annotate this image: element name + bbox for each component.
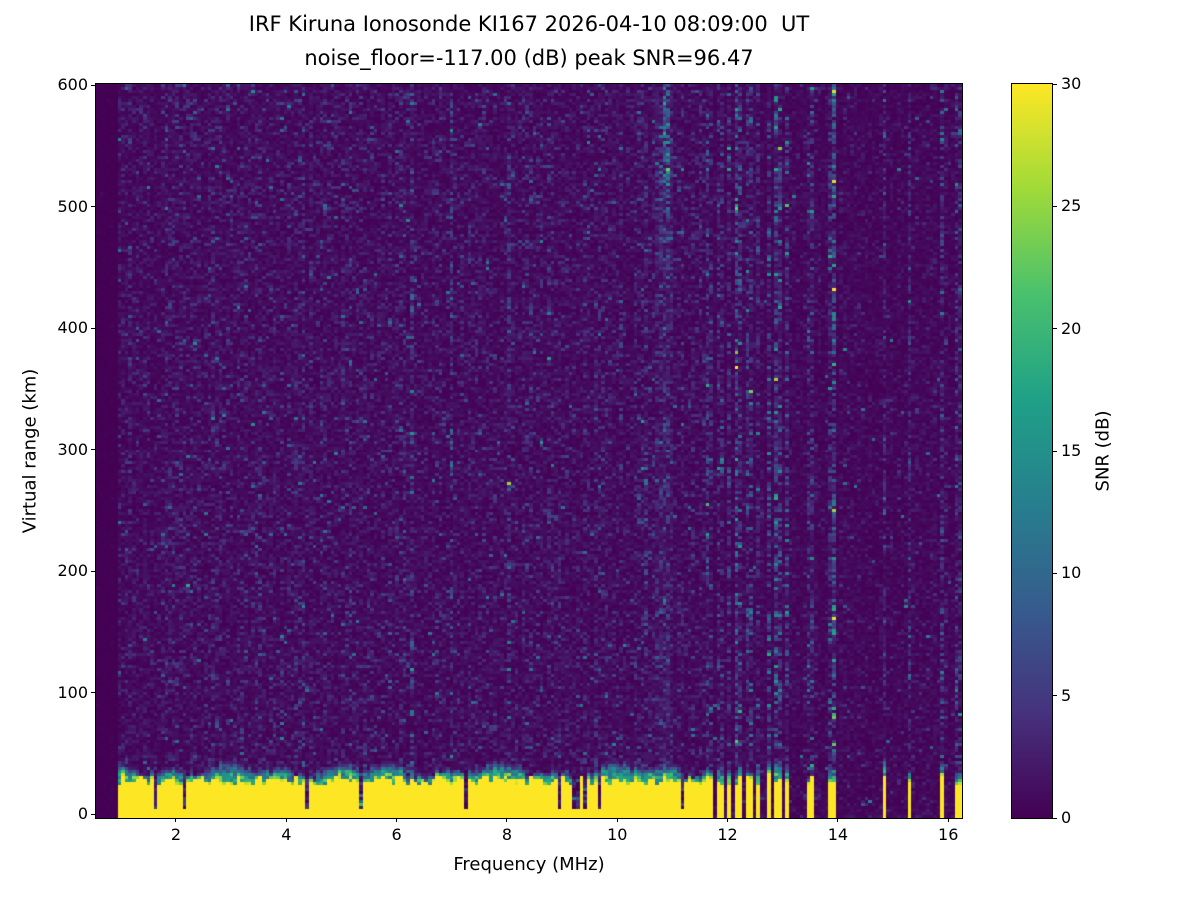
colorbar-tick-label: 20 xyxy=(1061,318,1082,338)
y-tick-label: 300 xyxy=(57,439,88,459)
x-tick-label: 2 xyxy=(170,825,182,844)
x-tick-mark xyxy=(285,818,287,822)
x-tick-label: 4 xyxy=(281,825,292,844)
colorbar-tick-label: 0 xyxy=(1061,808,1072,827)
x-tick-label: 10 xyxy=(607,825,628,844)
y-tick-label: 0 xyxy=(77,804,88,824)
x-tick-mark xyxy=(837,818,839,822)
ionogram-heatmap xyxy=(96,84,962,818)
colorbar xyxy=(1011,83,1053,819)
colorbar-tick-mark xyxy=(1053,83,1057,85)
plot-area xyxy=(95,83,963,819)
colorbar-tick-label: 10 xyxy=(1061,563,1082,583)
colorbar-tick-mark xyxy=(1053,695,1057,697)
x-tick-label: 16 xyxy=(938,825,959,844)
x-tick-label: 14 xyxy=(827,825,849,844)
y-tick-mark xyxy=(91,570,95,572)
y-tick-label: 100 xyxy=(57,682,88,702)
y-tick-mark xyxy=(91,206,95,208)
colorbar-tick-mark xyxy=(1053,450,1057,452)
colorbar-tick-label: 30 xyxy=(1061,74,1082,93)
x-tick-mark xyxy=(396,818,398,822)
y-tick-mark xyxy=(91,692,95,694)
figure-subtitle: noise_floor=-117.00 (dB) peak SNR=96.47 xyxy=(304,46,754,70)
colorbar-tick-label: 15 xyxy=(1061,441,1082,460)
colorbar-tick-label: 25 xyxy=(1061,196,1082,216)
colorbar-tick-label: 5 xyxy=(1061,685,1072,705)
y-tick-label: 500 xyxy=(57,196,88,216)
x-tick-mark xyxy=(175,818,177,822)
figure-title: IRF Kiruna Ionosonde KI167 2026-04-10 08… xyxy=(248,12,810,36)
colorbar-gradient xyxy=(1012,84,1052,818)
colorbar-tick-mark xyxy=(1053,205,1057,207)
x-tick-mark xyxy=(947,818,949,822)
x-tick-label: 6 xyxy=(391,825,402,844)
y-tick-label: 600 xyxy=(57,75,88,95)
y-tick-mark xyxy=(91,813,95,815)
y-tick-mark xyxy=(91,84,95,86)
x-tick-label: 12 xyxy=(717,825,738,844)
y-tick-label: 400 xyxy=(57,318,88,338)
x-axis-label: Frequency (MHz) xyxy=(453,854,605,875)
y-tick-mark xyxy=(91,327,95,329)
y-tick-label: 200 xyxy=(57,561,88,581)
x-tick-mark xyxy=(616,818,618,822)
y-tick-mark xyxy=(91,449,95,451)
colorbar-tick-mark xyxy=(1053,328,1057,330)
x-tick-label: 8 xyxy=(501,825,513,844)
colorbar-tick-mark xyxy=(1053,572,1057,574)
x-tick-mark xyxy=(727,818,729,822)
x-tick-mark xyxy=(506,818,508,822)
colorbar-tick-mark xyxy=(1053,817,1057,819)
